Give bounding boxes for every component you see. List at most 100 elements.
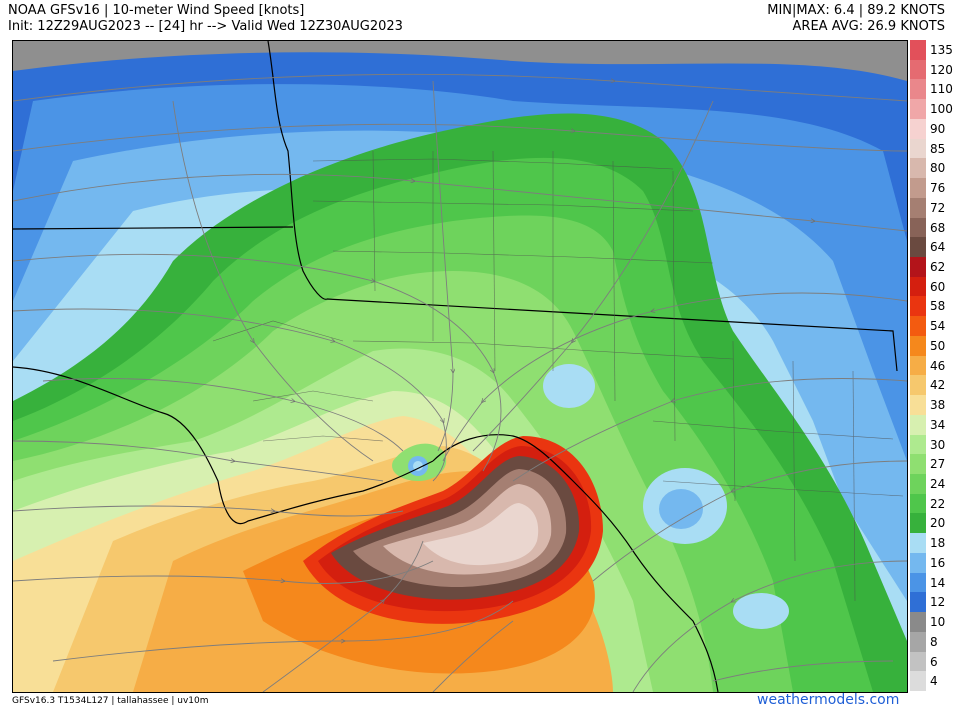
- legend-entry: 50: [910, 335, 961, 356]
- min-max-readout: MIN|MAX: 6.4 | 89.2 KNOTS: [767, 3, 945, 18]
- legend-label: 12: [930, 595, 946, 610]
- legend-swatch: [910, 454, 926, 474]
- legend-swatch: [910, 296, 926, 317]
- legend-swatch: [910, 59, 926, 80]
- legend-swatch: [910, 276, 926, 297]
- legend-swatch: [910, 592, 926, 613]
- legend-entry: 54: [910, 316, 961, 336]
- legend-entry: 12: [910, 592, 961, 613]
- legend-entry: 38: [910, 395, 961, 415]
- legend-swatch: [910, 631, 926, 652]
- legend-swatch: [910, 493, 926, 514]
- legend-entry: 64: [910, 237, 961, 257]
- legend-entry: 80: [910, 158, 961, 179]
- legend-label: 30: [930, 437, 946, 452]
- legend-entry: 24: [910, 474, 961, 494]
- legend-label: 110: [930, 82, 953, 97]
- legend-entry: 14: [910, 572, 961, 593]
- legend-swatch: [910, 395, 926, 415]
- legend-label: 10: [930, 615, 946, 630]
- legend-entry: 42: [910, 375, 961, 396]
- legend-label: 68: [930, 220, 946, 235]
- legend-entry: 20: [910, 513, 961, 534]
- legend-swatch: [910, 671, 926, 691]
- legend-label: 60: [930, 279, 946, 294]
- wind-speed-map: [12, 40, 908, 693]
- legend-swatch: [910, 612, 926, 632]
- legend-label: 76: [930, 181, 946, 196]
- legend-entry: 6: [910, 651, 961, 672]
- wind-speed-color-legend: 135 120 110 100 90 85 80 76 72 68 64 62 60 58 54 50 46 42…: [910, 40, 961, 691]
- legend-entry: 4: [910, 671, 961, 691]
- legend-swatch: [910, 572, 926, 593]
- legend-entry: 16: [910, 552, 961, 573]
- legend-label: 58: [930, 299, 946, 314]
- legend-label: 90: [930, 121, 946, 136]
- legend-entry: 10: [910, 612, 961, 632]
- legend-label: 85: [930, 141, 946, 156]
- legend-label: 42: [930, 378, 946, 393]
- legend-swatch: [910, 79, 926, 100]
- legend-swatch: [910, 158, 926, 179]
- legend-label: 34: [930, 417, 946, 432]
- wind-speed-map-canvas: [13, 41, 907, 692]
- legend-entry: 34: [910, 414, 961, 435]
- legend-label: 46: [930, 358, 946, 373]
- header-left: NOAA GFSv16 | 10-meter Wind Speed [knots…: [8, 3, 403, 35]
- legend-entry: 46: [910, 355, 961, 376]
- header-right: MIN|MAX: 6.4 | 89.2 KNOTS AREA AVG: 26.9…: [767, 3, 945, 35]
- legend-entry: 100: [910, 99, 961, 119]
- legend-label: 100: [930, 102, 953, 117]
- legend-label: 16: [930, 555, 946, 570]
- legend-swatch: [910, 257, 926, 277]
- legend-label: 120: [930, 62, 953, 77]
- legend-label: 72: [930, 200, 946, 215]
- legend-entry: 8: [910, 631, 961, 652]
- legend-label: 20: [930, 516, 946, 531]
- legend-swatch: [910, 40, 926, 60]
- legend-entry: 60: [910, 276, 961, 297]
- legend-label: 22: [930, 496, 946, 511]
- legend-entry: 58: [910, 296, 961, 317]
- model-info: GFSv16.3 T1534L127 | tallahassee | uv10m: [12, 696, 209, 706]
- legend-label: 80: [930, 161, 946, 176]
- legend-entry: 110: [910, 79, 961, 100]
- legend-label: 24: [930, 477, 946, 491]
- legend-entry: 72: [910, 197, 961, 218]
- legend-label: 54: [930, 319, 946, 334]
- legend-entry: 90: [910, 118, 961, 139]
- legend-label: 8: [930, 634, 938, 649]
- legend-entry: 120: [910, 59, 961, 80]
- legend-swatch: [910, 138, 926, 159]
- legend-entry: 135: [910, 40, 961, 60]
- legend-label: 4: [930, 674, 938, 689]
- legend-swatch: [910, 513, 926, 534]
- legend-entry: 18: [910, 533, 961, 553]
- legend-swatch: [910, 335, 926, 356]
- legend-label: 135: [930, 43, 953, 57]
- legend-label: 50: [930, 338, 946, 353]
- legend-swatch: [910, 217, 926, 238]
- legend-swatch: [910, 375, 926, 396]
- legend-entry: 76: [910, 178, 961, 198]
- legend-swatch: [910, 316, 926, 336]
- legend-swatch: [910, 474, 926, 494]
- area-average-readout: AREA AVG: 26.9 KNOTS: [792, 19, 945, 34]
- legend-swatch: [910, 178, 926, 198]
- legend-label: 18: [930, 536, 946, 551]
- legend-label: 38: [930, 398, 946, 413]
- legend-swatch: [910, 414, 926, 435]
- legend-entry: 30: [910, 434, 961, 455]
- legend-swatch: [910, 533, 926, 553]
- legend-label: 27: [930, 457, 946, 472]
- legend-entry: 62: [910, 257, 961, 277]
- legend-swatch: [910, 355, 926, 376]
- legend-label: 64: [930, 240, 946, 255]
- legend-entry: 85: [910, 138, 961, 159]
- legend-swatch: [910, 99, 926, 119]
- legend-swatch: [910, 118, 926, 139]
- legend-label: 6: [930, 654, 938, 669]
- legend-entry: 22: [910, 493, 961, 514]
- site-credit-link[interactable]: weathermodels.com: [757, 692, 900, 708]
- legend-swatch: [910, 651, 926, 672]
